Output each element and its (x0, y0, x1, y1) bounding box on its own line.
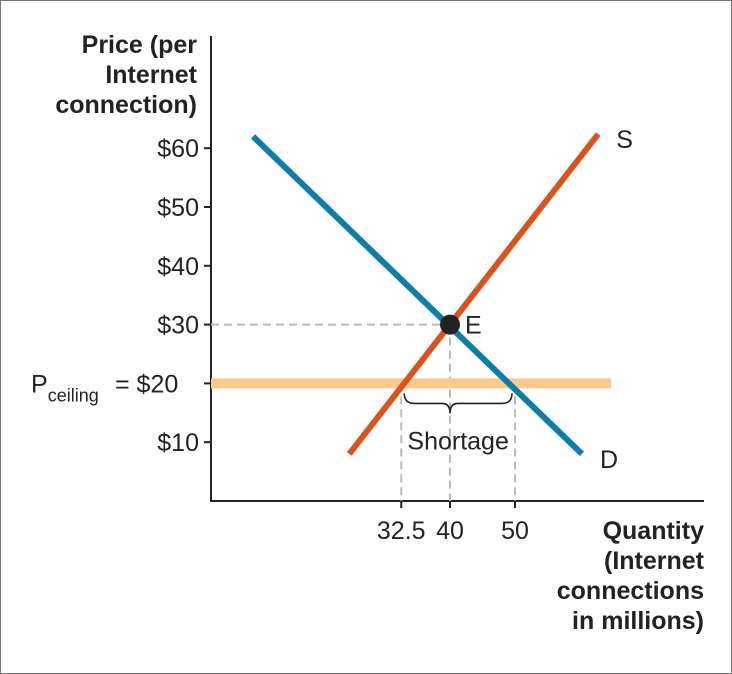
x-tick-label: 32.5 (377, 517, 426, 545)
equilibrium-label: E (465, 312, 482, 340)
y-axis-label-line: Price (per (82, 31, 198, 59)
x-axis-label-line: (Internet (604, 547, 705, 575)
x-axis-label-line: in millions) (572, 607, 704, 635)
y-axis-label-line: connection) (55, 91, 197, 119)
y-tick-label: $60 (157, 135, 199, 163)
y-tick-label: = $20 (115, 370, 178, 398)
shortage-label: Shortage (407, 427, 508, 455)
y-tick-label: $40 (157, 253, 199, 281)
y-tick-label: $10 (157, 429, 199, 457)
x-axis-label-line: connections (557, 577, 704, 605)
shortage-brace (403, 393, 513, 414)
y-axis-label-line: Internet (105, 61, 197, 89)
y-tick-label: $30 (157, 312, 199, 340)
series-label-S: S (616, 126, 633, 154)
series-label-D: D (600, 446, 618, 474)
series-S-line (346, 132, 601, 456)
series-D-line (250, 134, 585, 457)
y-tick-label: $50 (157, 194, 199, 222)
x-tick-label: 50 (501, 517, 529, 545)
price-ceiling-label: Pceiling (31, 370, 99, 405)
x-tick-label: 40 (436, 517, 464, 545)
x-axis-label-line: Quantity (603, 517, 704, 545)
equilibrium-point (440, 314, 460, 335)
